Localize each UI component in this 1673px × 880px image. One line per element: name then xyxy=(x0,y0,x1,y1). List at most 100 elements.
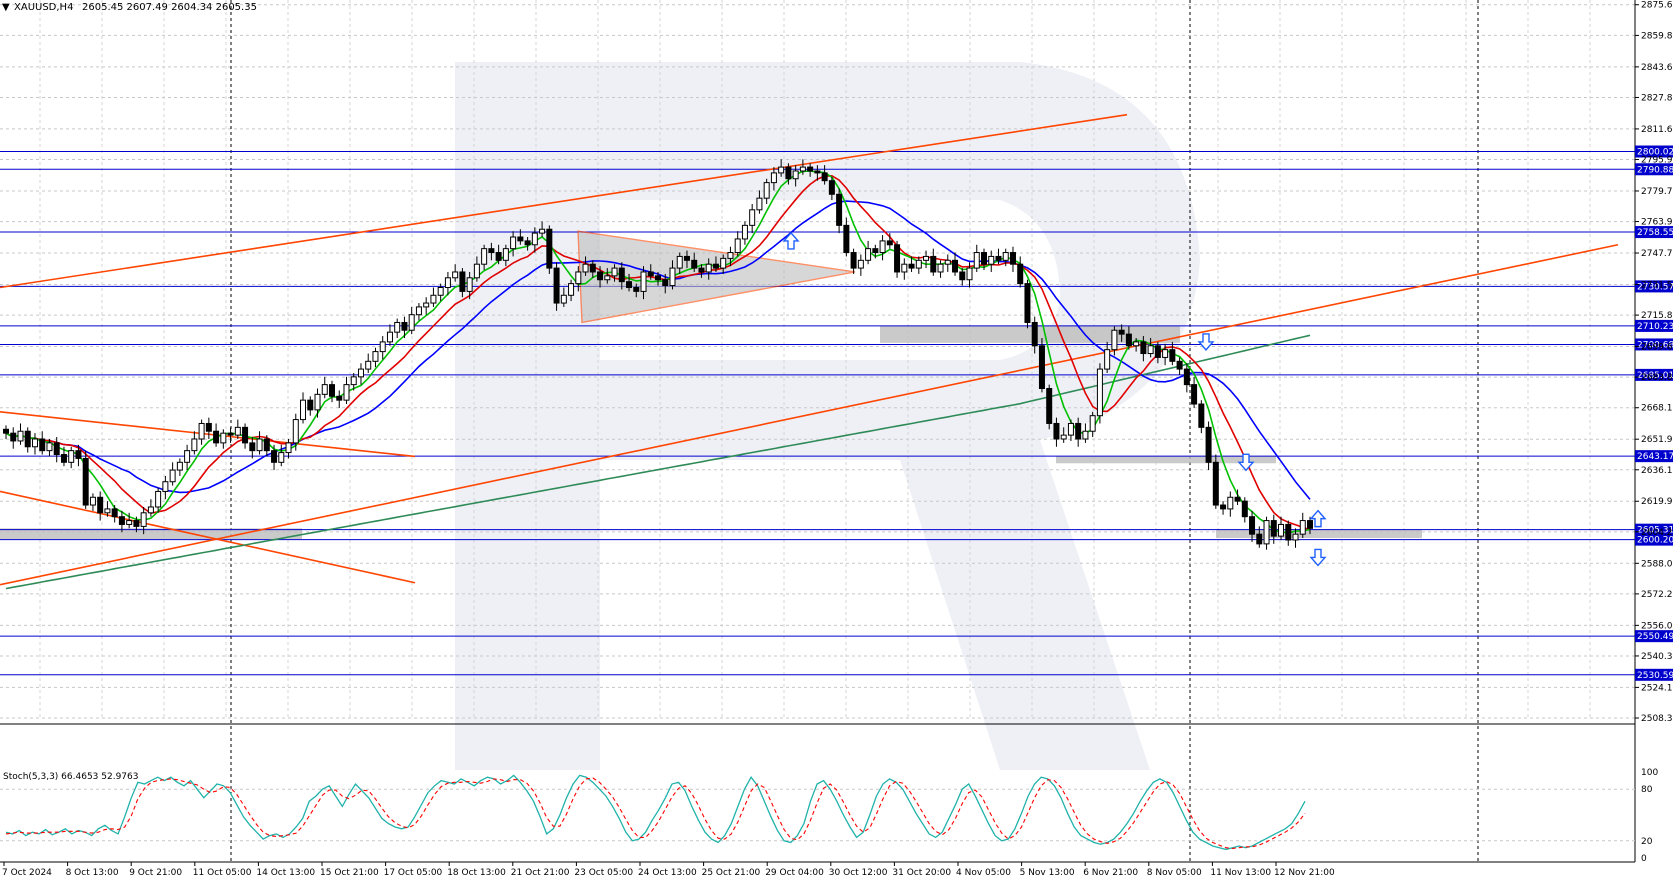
candle-body xyxy=(46,442,53,452)
time-tick-label: 18 Oct 13:00 xyxy=(447,868,506,878)
candle-body xyxy=(1140,341,1147,355)
candle xyxy=(879,235,886,261)
candle xyxy=(966,262,973,288)
trend-lines[interactable] xyxy=(0,113,1619,586)
candle-body xyxy=(901,263,908,273)
falling-line-lower[interactable] xyxy=(0,490,416,584)
candle-body xyxy=(1169,349,1176,362)
candle-body xyxy=(481,248,488,265)
candle-body xyxy=(307,399,314,411)
candle xyxy=(307,396,314,416)
horizontal-levels[interactable]: 2800.02 2790.88 2758.55 2730.57 2710.23 2700.… xyxy=(0,145,1673,681)
price-tick-label: 2699.60 xyxy=(1641,343,1673,353)
candle-body xyxy=(792,170,799,180)
candle-body xyxy=(336,395,343,401)
candle-body xyxy=(140,512,147,527)
candle xyxy=(1031,316,1038,354)
time-tick-label: 17 Oct 05:00 xyxy=(384,868,443,878)
candle-body xyxy=(1220,504,1227,510)
candle xyxy=(691,252,698,272)
time-tick-label: 5 Nov 13:00 xyxy=(1020,868,1075,878)
candle-body xyxy=(415,306,422,316)
candle xyxy=(785,163,792,185)
candle-body xyxy=(155,490,162,508)
candle-body xyxy=(1125,333,1132,347)
candle-body xyxy=(843,224,850,254)
candle-body xyxy=(372,351,379,362)
upper-channel-line[interactable] xyxy=(0,113,1128,289)
candle xyxy=(778,159,785,177)
candle xyxy=(198,419,205,445)
candle xyxy=(394,318,401,339)
candle xyxy=(1118,324,1125,342)
candle xyxy=(1060,427,1067,443)
falling-line-upper[interactable] xyxy=(0,411,416,458)
candle xyxy=(89,493,96,511)
candle xyxy=(314,388,321,418)
candle xyxy=(560,287,567,307)
candle xyxy=(959,268,966,286)
candle xyxy=(988,250,995,272)
candle-body xyxy=(343,384,350,401)
candle-body xyxy=(886,240,893,246)
candle-body xyxy=(271,450,278,463)
signal-arrows xyxy=(782,231,1327,567)
candle xyxy=(734,231,741,257)
time-axis: 7 Oct 2024 8 Oct 13:00 9 Oct 21:00 11 Oct 0… xyxy=(2,862,1335,878)
candle xyxy=(626,273,633,292)
candle xyxy=(618,262,625,290)
candle-body xyxy=(444,277,451,289)
candle-body xyxy=(126,520,133,525)
candle-body xyxy=(31,438,38,448)
candle-body xyxy=(75,450,82,459)
candle xyxy=(213,423,220,447)
candle xyxy=(1075,417,1082,447)
candle-body xyxy=(394,321,401,333)
candle-body xyxy=(249,442,256,452)
candle-body xyxy=(10,432,17,442)
time-tick-label: 11 Nov 13:00 xyxy=(1210,868,1271,878)
candle-body xyxy=(1154,345,1161,358)
candle xyxy=(828,176,835,201)
candle-body xyxy=(1256,533,1263,545)
candle xyxy=(1111,326,1118,356)
candle xyxy=(973,244,980,272)
candle xyxy=(1299,512,1306,539)
candle xyxy=(300,392,307,424)
candle xyxy=(1038,338,1045,393)
price-tick-label: 2795.90 xyxy=(1641,156,1673,166)
time-tick-label: 6 Nov 21:00 xyxy=(1083,868,1138,878)
level-price-tag xyxy=(1635,668,1673,681)
lower-channel-line[interactable] xyxy=(0,243,1619,586)
candle xyxy=(452,264,459,282)
candle xyxy=(104,501,111,517)
candle-body xyxy=(205,422,212,432)
candle-body xyxy=(930,255,937,273)
candle xyxy=(836,188,843,234)
header-icon[interactable]: ▼ xyxy=(2,2,10,13)
candle-body xyxy=(850,252,857,269)
candle xyxy=(923,250,930,269)
price-tick-label: 2572.25 xyxy=(1641,590,1673,600)
candle xyxy=(705,258,712,280)
candle xyxy=(357,363,364,385)
arrow-down-icon xyxy=(1309,548,1327,567)
candle-body xyxy=(350,376,357,386)
candle-body xyxy=(770,172,777,184)
candle-body xyxy=(720,257,727,269)
candle-body xyxy=(785,166,792,180)
candle xyxy=(981,248,987,271)
candle xyxy=(1053,417,1060,447)
candle xyxy=(741,221,748,245)
candle-body xyxy=(321,384,328,395)
candle xyxy=(133,516,140,533)
candle xyxy=(68,446,75,469)
candle xyxy=(263,435,270,457)
candle-body xyxy=(459,271,466,292)
candle-body xyxy=(1053,422,1060,440)
candle-body xyxy=(879,240,886,254)
candle-body xyxy=(546,228,553,269)
candle-body xyxy=(423,302,430,308)
candle-body xyxy=(1292,533,1299,541)
candle-body xyxy=(915,259,922,269)
